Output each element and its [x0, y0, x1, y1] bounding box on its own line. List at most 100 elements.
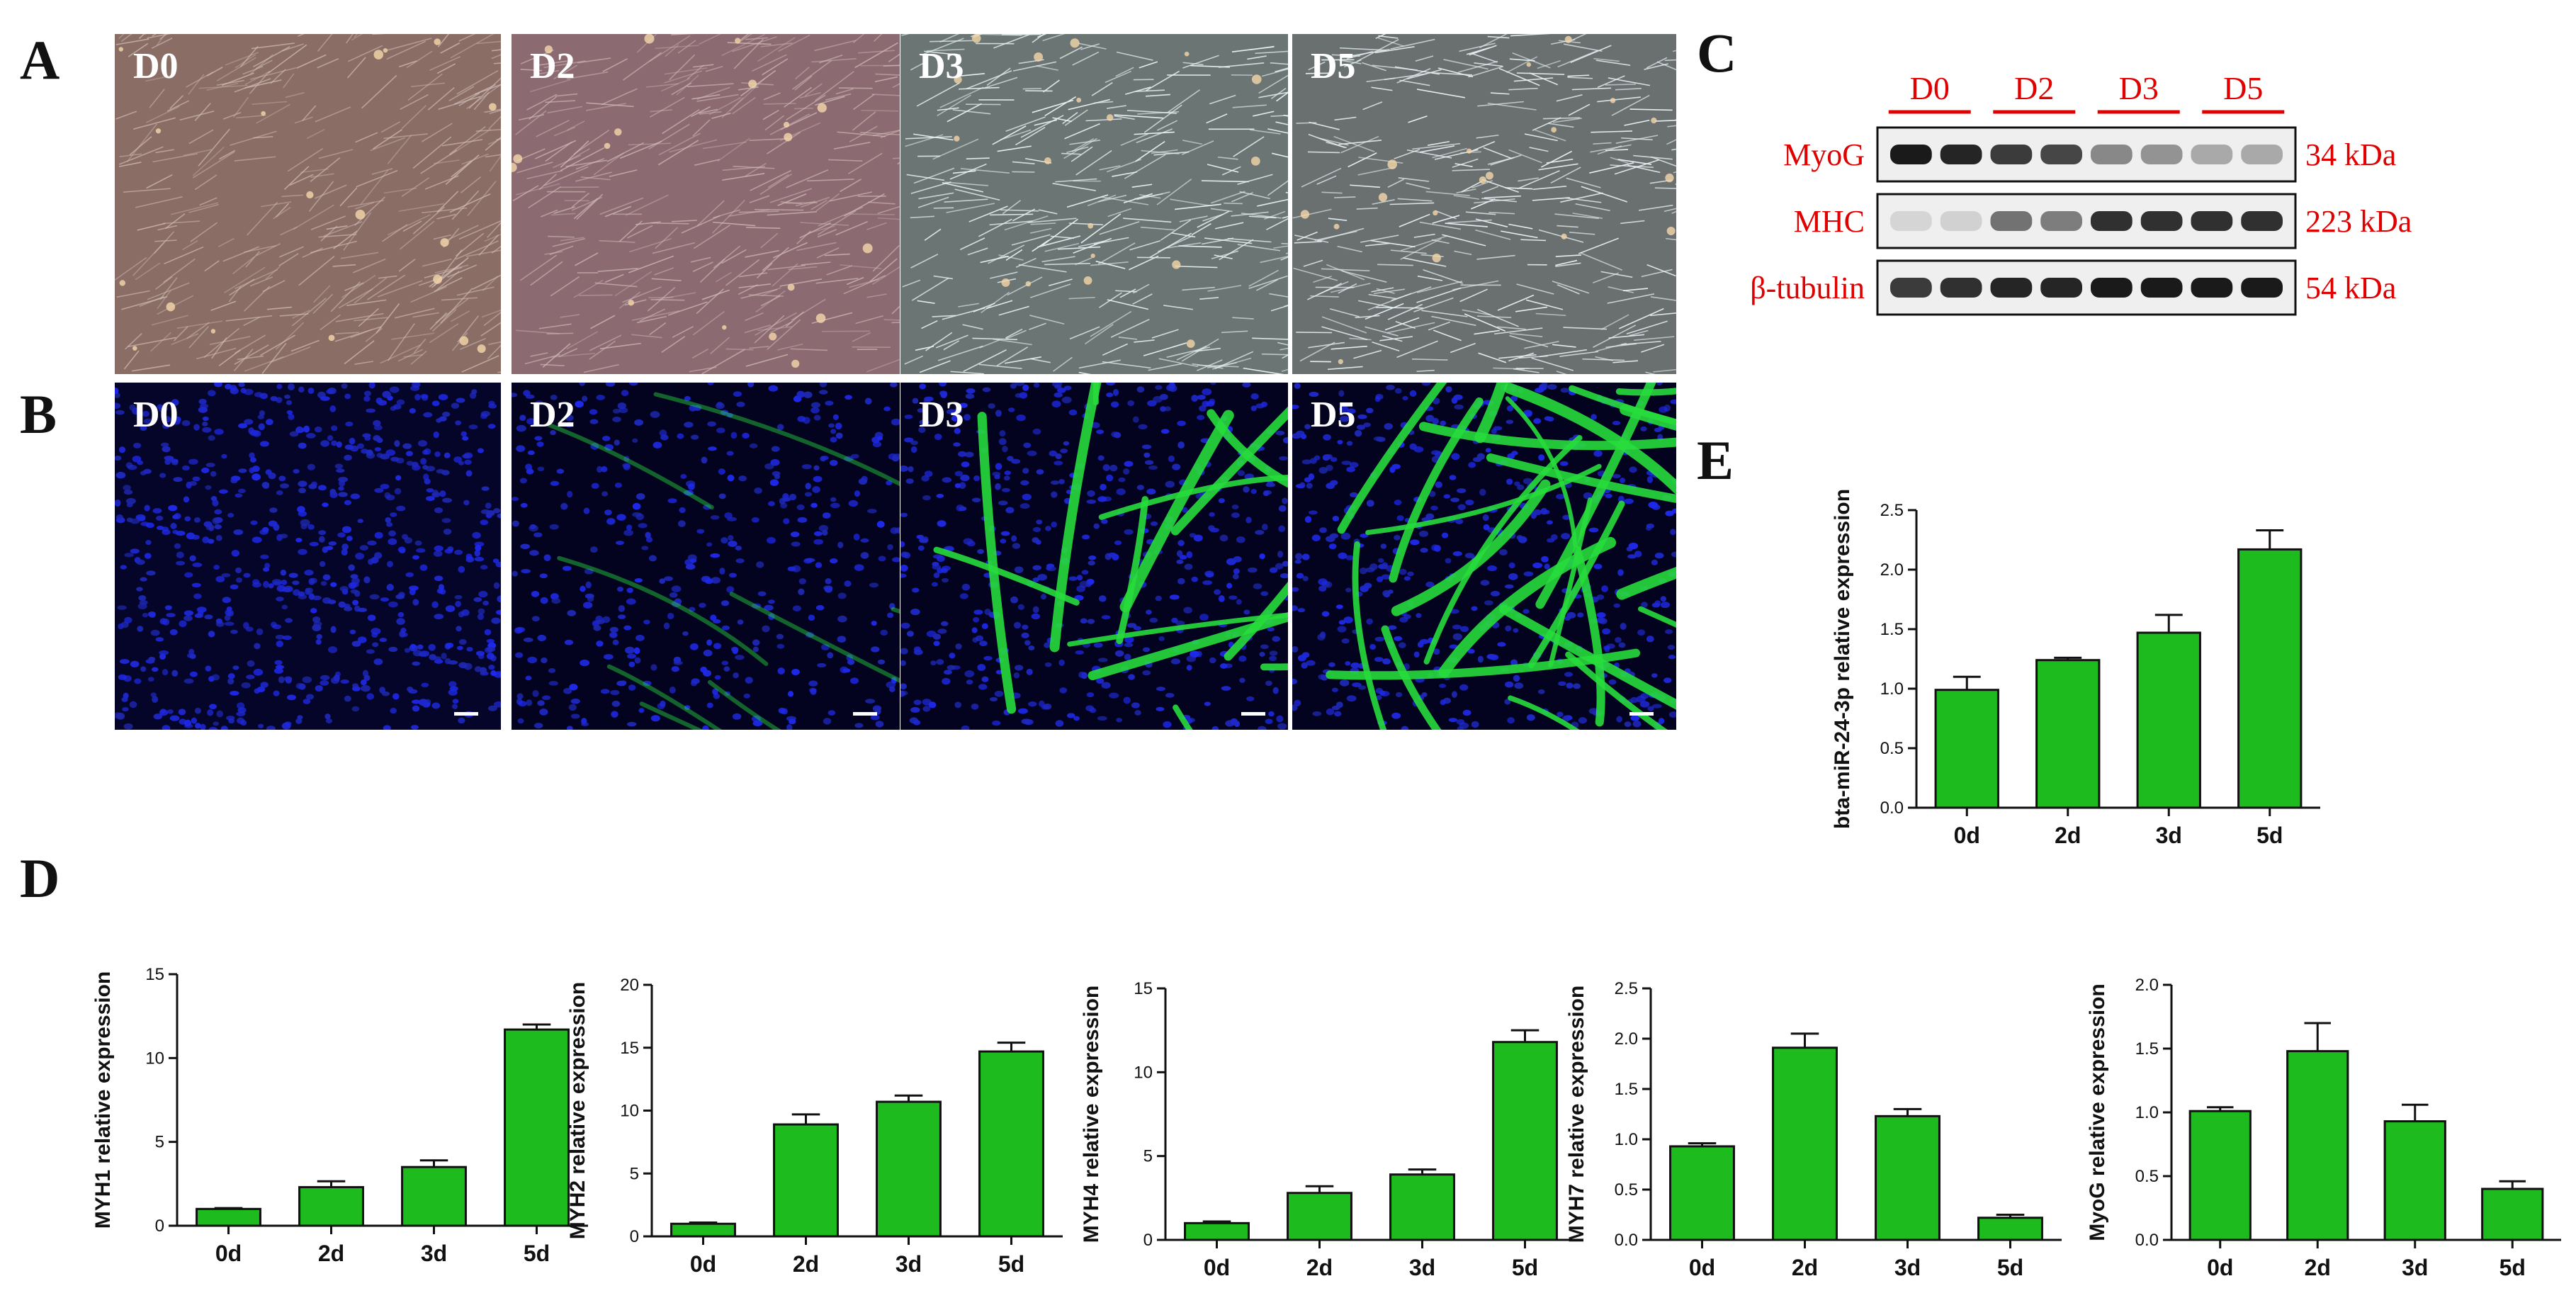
x-tick-label: 0d [690, 1251, 716, 1277]
y-axis-label: MYH4 relative expression [1080, 986, 1103, 1243]
bar [2286, 1050, 2349, 1241]
wb-group-label: D2 [2014, 70, 2054, 106]
wb-band [2040, 211, 2082, 231]
bar [2237, 548, 2303, 809]
bar [2188, 1110, 2252, 1241]
x-tick-label: 2d [1306, 1255, 1333, 1280]
brightfield-texture [901, 34, 1288, 374]
wb-band [2040, 278, 2082, 298]
y-tick-label: 0 [630, 1227, 639, 1246]
y-tick-label: 1.0 [1615, 1130, 1638, 1149]
brightfield-image-d2: D2 [512, 34, 900, 374]
x-tick-label: 5d [998, 1251, 1024, 1277]
y-tick-label: 15 [145, 965, 164, 984]
y-tick-label: 15 [620, 1039, 639, 1058]
wb-band [2091, 211, 2132, 231]
x-tick-label: 5d [2499, 1255, 2526, 1280]
y-tick-label: 2.0 [1615, 1029, 1638, 1049]
x-tick-label: 3d [2402, 1255, 2428, 1280]
wb-band [2191, 145, 2233, 164]
x-tick-label: 2d [1792, 1255, 1818, 1280]
y-tick-label: 0.5 [2135, 1167, 2159, 1186]
bar [1287, 1192, 1352, 1241]
y-tick-label: 1.0 [2135, 1103, 2159, 1122]
bar-chart-mir24: 0.0 0.5 1.0 1.5 2.0 2.5 0d 2d 3d 5d bta-miR-24-3p … [1803, 432, 2405, 871]
wb-band [1890, 145, 1932, 164]
x-tick-label: 3d [2156, 823, 2182, 848]
wb-band [2091, 145, 2132, 164]
wb-blot-row [1876, 259, 2297, 316]
panel-label-d: D [20, 847, 60, 909]
bar [1184, 1221, 1250, 1241]
y-tick-label: 0.0 [1615, 1231, 1638, 1250]
y-tick-label: 15 [1134, 979, 1153, 998]
chart-svg: 0.0 0.5 1.0 1.5 2.0 2.5 0d 2d 3d 5d bta-miR-24-3p … [1831, 489, 2320, 848]
bar [196, 1207, 261, 1227]
brightfield-label: D5 [1311, 46, 1356, 86]
y-tick-label: 10 [145, 1049, 164, 1068]
x-tick-label: 0d [1689, 1255, 1715, 1280]
wb-band [2040, 145, 2082, 164]
wb-band [1990, 211, 2033, 231]
bar [2136, 631, 2201, 809]
brightfield-image-d3: D3 [900, 34, 1288, 374]
wb-protein-label: MyoG [1783, 137, 1865, 172]
brightfield-image-d5: D5 [1292, 34, 1676, 374]
western-blot-graphic: D0 D2 D3 D5 MyoG 34 kDa MHC 223 kDa β-tubulin 54 … [1750, 70, 2412, 316]
chart-svg: 0 5 10 15 0d 2d 3d 5d MYH4 relative expression [1080, 979, 1576, 1280]
x-tick-label: 5d [1997, 1255, 2023, 1280]
bar [504, 1028, 570, 1227]
x-tick-label: 3d [421, 1241, 447, 1266]
y-tick-label: 2.0 [2135, 976, 2159, 995]
fluorescence-label: D3 [919, 395, 964, 435]
x-tick-label: 0d [1204, 1255, 1230, 1280]
wb-blot-row [1876, 193, 2297, 249]
wb-band [2241, 278, 2283, 298]
y-tick-label: 0 [1143, 1231, 1153, 1250]
wb-band [2241, 145, 2283, 164]
y-tick-label: 5 [1143, 1147, 1153, 1166]
wb-band [2140, 211, 2183, 231]
x-tick-label: 5d [2256, 823, 2283, 848]
bar [978, 1050, 1044, 1238]
y-tick-label: 5 [155, 1133, 164, 1152]
wb-band [1890, 278, 1932, 298]
bar [1772, 1046, 1838, 1241]
bar-chart-myh7: 0.0 0.5 1.0 1.5 2.0 2.5 0d 2d 3d 5d MYH7 relative … [1537, 971, 2076, 1289]
fluorescence-image-d5: D5 [1292, 383, 1676, 730]
y-axis-label: MYH7 relative expression [1565, 986, 1588, 1243]
y-tick-label: 0.5 [1615, 1180, 1638, 1200]
panel-label-a: A [20, 29, 60, 91]
wb-band [1940, 278, 1982, 298]
y-tick-label: 10 [1134, 1063, 1153, 1082]
wb-protein-label: β-tubulin [1750, 271, 1865, 305]
brightfield-label: D2 [530, 46, 575, 86]
wb-size-label: 34 kDa [2305, 137, 2396, 172]
x-tick-label: 3d [1894, 1255, 1921, 1280]
x-tick-label: 3d [896, 1251, 922, 1277]
bar [1977, 1217, 2043, 1241]
wb-size-label: 54 kDa [2305, 271, 2396, 305]
wb-band [2140, 278, 2183, 298]
wb-group-label: D3 [2119, 70, 2159, 106]
bar-chart-myh2: 0 5 10 15 20 0d 2d 3d 5d MYH2 relative expression [538, 967, 1077, 1286]
bar [298, 1186, 364, 1227]
y-tick-label: 0.5 [1880, 739, 1904, 758]
fluorescence-texture [115, 383, 501, 730]
x-tick-label: 3d [1409, 1255, 1435, 1280]
y-axis-label: MYH1 relative expression [91, 971, 115, 1229]
brightfield-image-d0: D0 [115, 34, 501, 374]
bar [1875, 1114, 1941, 1241]
x-tick-label: 0d [1954, 823, 1980, 848]
y-tick-label: 0.0 [2135, 1231, 2159, 1250]
y-tick-label: 2.0 [1880, 560, 1904, 580]
y-axis-label: MyoG relative expression [2086, 983, 2109, 1241]
fluorescence-label: D0 [133, 395, 179, 435]
x-tick-label: 5d [524, 1241, 550, 1266]
y-tick-label: 2.5 [1880, 501, 1904, 520]
wb-group-label: D5 [2223, 70, 2263, 106]
y-tick-label: 1.5 [1615, 1080, 1638, 1099]
fluorescence-label: D5 [1311, 395, 1356, 435]
chart-svg: 0.0 0.5 1.0 1.5 2.0 0d 2d 3d 5d MyoG relative exp… [2086, 976, 2561, 1280]
y-axis-label: bta-miR-24-3p relative expression [1831, 489, 1854, 829]
